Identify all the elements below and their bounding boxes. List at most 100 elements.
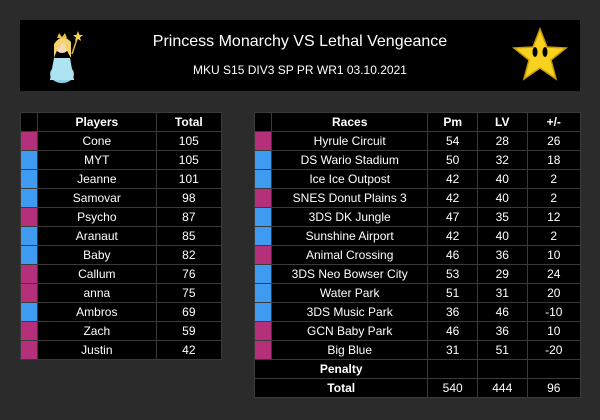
race-lv-score: 36 bbox=[476, 245, 528, 265]
player-name: anna bbox=[37, 283, 157, 303]
header-banner: Princess Monarchy VS Lethal Vengeance MK… bbox=[20, 20, 580, 91]
team-color-swatch bbox=[254, 264, 272, 284]
race-name: 3DS Neo Bowser City bbox=[270, 264, 429, 284]
star-icon bbox=[511, 26, 569, 81]
race-diff: 10 bbox=[526, 321, 582, 341]
race-diff: -10 bbox=[526, 302, 582, 322]
player-name: Aranaut bbox=[37, 226, 157, 246]
player-name: Baby bbox=[37, 245, 157, 265]
team-color-swatch bbox=[254, 169, 272, 189]
race-name: SNES Donut Plains 3 bbox=[270, 188, 429, 208]
race-lv-score: 29 bbox=[476, 264, 528, 284]
race-row: 3DS DK Jungle 47 35 12 bbox=[254, 207, 582, 227]
player-row: Ambros 69 bbox=[20, 302, 223, 322]
player-total: 87 bbox=[155, 207, 223, 227]
race-name: 3DS Music Park bbox=[270, 302, 429, 322]
team-color-swatch bbox=[254, 226, 272, 246]
player-total: 105 bbox=[155, 150, 223, 170]
player-row: Psycho 87 bbox=[20, 207, 223, 227]
player-row: Zach 59 bbox=[20, 321, 223, 341]
races-column-header: Races bbox=[270, 112, 429, 132]
team-color-swatch bbox=[254, 340, 272, 360]
player-total: 85 bbox=[155, 226, 223, 246]
team-color-swatch bbox=[254, 207, 272, 227]
player-row: MYT 105 bbox=[20, 150, 223, 170]
team-color-swatch bbox=[254, 321, 272, 341]
race-diff: 2 bbox=[526, 188, 582, 208]
race-pm-score: 36 bbox=[427, 302, 478, 322]
penalty-row: Penalty bbox=[253, 359, 582, 379]
team-color-swatch bbox=[20, 340, 38, 360]
races-header-row: Races Pm LV +/- bbox=[254, 112, 582, 132]
race-pm-score: 50 bbox=[427, 150, 478, 170]
race-pm-score: 31 bbox=[427, 340, 478, 360]
player-name: Cone bbox=[37, 131, 157, 151]
player-row: Jeanne 101 bbox=[20, 169, 223, 189]
race-diff: 12 bbox=[526, 207, 582, 227]
lv-column-header: LV bbox=[476, 112, 528, 132]
team-color-swatch bbox=[254, 283, 272, 303]
team-color-swatch bbox=[20, 169, 38, 189]
race-diff: 20 bbox=[526, 283, 582, 303]
penalty-diff bbox=[526, 359, 582, 379]
race-name: GCN Baby Park bbox=[270, 321, 429, 341]
total-label: Total bbox=[253, 378, 429, 398]
player-name: Ambros bbox=[37, 302, 157, 322]
player-name: MYT bbox=[37, 150, 157, 170]
race-diff: 24 bbox=[526, 264, 582, 284]
race-row: Water Park 51 31 20 bbox=[254, 283, 582, 303]
race-name: 3DS DK Jungle bbox=[270, 207, 429, 227]
race-diff: 2 bbox=[526, 169, 582, 189]
race-row: 3DS Music Park 36 46 -10 bbox=[254, 302, 582, 322]
player-row: Cone 105 bbox=[20, 131, 223, 151]
players-header-row: Players Total bbox=[20, 112, 223, 132]
team-color-swatch bbox=[20, 226, 38, 246]
player-total: 82 bbox=[155, 245, 223, 265]
race-name: Ice Ice Outpost bbox=[270, 169, 429, 189]
race-name: Animal Crossing bbox=[270, 245, 429, 265]
race-diff: 18 bbox=[526, 150, 582, 170]
race-diff: 2 bbox=[526, 226, 582, 246]
player-row: Callum 76 bbox=[20, 264, 223, 284]
penalty-label: Penalty bbox=[253, 359, 429, 379]
race-pm-score: 47 bbox=[427, 207, 478, 227]
race-row: DS Wario Stadium 50 32 18 bbox=[254, 150, 582, 170]
team-color-swatch bbox=[20, 150, 38, 170]
race-row: Ice Ice Outpost 42 40 2 bbox=[254, 169, 582, 189]
team-color-swatch bbox=[20, 131, 38, 151]
race-lv-score: 35 bbox=[476, 207, 528, 227]
match-title: Princess Monarchy VS Lethal Vengeance bbox=[152, 33, 448, 50]
race-row: Animal Crossing 46 36 10 bbox=[254, 245, 582, 265]
team-color-swatch bbox=[20, 188, 38, 208]
race-lv-score: 40 bbox=[476, 226, 528, 246]
total-diff: 96 bbox=[526, 378, 582, 398]
player-name: Justin bbox=[37, 340, 157, 360]
player-name: Psycho bbox=[37, 207, 157, 227]
team-color-swatch bbox=[254, 150, 272, 170]
match-subtitle: MKU S15 DIV3 SP PR WR1 03.10.2021 bbox=[193, 63, 407, 77]
team-color-swatch bbox=[254, 245, 272, 265]
race-row: Big Blue 31 51 -20 bbox=[254, 340, 582, 360]
race-lv-score: 40 bbox=[476, 169, 528, 189]
race-row: GCN Baby Park 46 36 10 bbox=[254, 321, 582, 341]
race-row: Hyrule Circuit 54 28 26 bbox=[254, 131, 582, 151]
player-name: Jeanne bbox=[37, 169, 157, 189]
team-color-swatch bbox=[20, 283, 38, 303]
race-row: Sunshine Airport 42 40 2 bbox=[254, 226, 582, 246]
total-pm: 540 bbox=[427, 378, 478, 398]
player-total: 42 bbox=[155, 340, 223, 360]
race-row: 3DS Neo Bowser City 53 29 24 bbox=[254, 264, 582, 284]
total-lv: 444 bbox=[476, 378, 528, 398]
penalty-lv bbox=[476, 359, 528, 379]
race-name: DS Wario Stadium bbox=[270, 150, 429, 170]
race-diff: 26 bbox=[526, 131, 582, 151]
diff-column-header: +/- bbox=[526, 112, 582, 132]
race-name: Big Blue bbox=[270, 340, 429, 360]
race-pm-score: 46 bbox=[427, 245, 478, 265]
player-name: Samovar bbox=[37, 188, 157, 208]
race-row: SNES Donut Plains 3 42 40 2 bbox=[254, 188, 582, 208]
race-lv-score: 32 bbox=[476, 150, 528, 170]
race-diff: 10 bbox=[526, 245, 582, 265]
player-row: Justin 42 bbox=[20, 340, 223, 360]
team-color-swatch bbox=[254, 302, 272, 322]
